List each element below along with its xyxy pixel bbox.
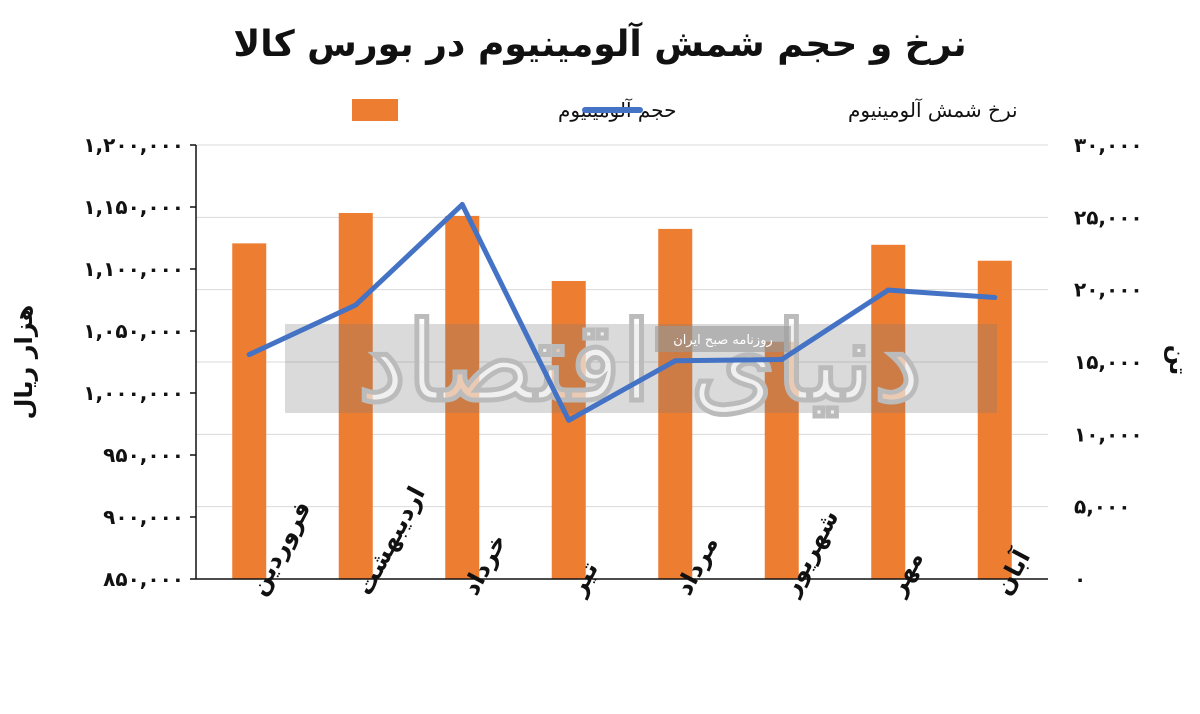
left-tick-label: ۸۵۰,۰۰۰ xyxy=(103,567,184,591)
left-tick-label: ۱,۰۵۰,۰۰۰ xyxy=(83,319,184,343)
price-point-3 xyxy=(459,202,465,208)
left-tick-label: ۹۵۰,۰۰۰ xyxy=(103,443,184,467)
right-tick-label: ۲۰,۰۰۰ xyxy=(1074,278,1143,302)
left-tick-label: ۹۰۰,۰۰۰ xyxy=(103,505,184,529)
bar-1 xyxy=(232,243,267,579)
right-tick-label: ۳۰,۰۰۰ xyxy=(1074,133,1143,157)
left-tick-label: ۱,۱۰۰,۰۰۰ xyxy=(83,257,184,281)
left-tick-label: ۱,۰۰۰,۰۰۰ xyxy=(83,381,184,405)
right-axis: ۰ ۵,۰۰۰ ۱۰,۰۰۰ ۱۵,۰۰۰ ۲۰,۰۰۰ ۲۵,۰۰۰ ۳۰,۰۰۰ xyxy=(1074,133,1143,591)
watermark-caption-box xyxy=(655,326,791,352)
left-tick-label: ۱,۲۰۰,۰۰۰ xyxy=(83,133,184,157)
bar-6 xyxy=(764,341,799,579)
left-tick-label: ۱,۱۵۰,۰۰۰ xyxy=(83,195,184,219)
price-point-8 xyxy=(992,295,998,301)
watermark-band xyxy=(285,324,997,413)
bar-8 xyxy=(977,260,1012,579)
watermark: دنیای اقتصاد روزنامه صبح ایران xyxy=(285,296,997,427)
price-point-5 xyxy=(672,358,678,364)
price-point-1 xyxy=(246,352,252,358)
bar-4 xyxy=(551,280,586,579)
price-point-2 xyxy=(353,302,359,308)
price-line xyxy=(246,202,998,423)
bar-5 xyxy=(658,228,693,579)
left-axis: ۸۵۰,۰۰۰ ۹۰۰,۰۰۰ ۹۵۰,۰۰۰ ۱,۰۰۰,۰۰۰ ۱,۰۵۰,۰۰۰ ۱… xyxy=(83,133,197,591)
right-tick-label: ۱۰,۰۰۰ xyxy=(1074,422,1143,446)
price-point-7 xyxy=(885,287,891,293)
right-axis-title: تن xyxy=(1164,345,1192,376)
bar-7 xyxy=(871,244,906,579)
watermark-caption: روزنامه صبح ایران xyxy=(673,333,773,348)
bar-3 xyxy=(445,215,480,580)
chart-title: نرخ و حجم شمش آلومینیوم در بورس کالا xyxy=(233,21,966,65)
watermark-logo: دنیای اقتصاد xyxy=(358,297,923,426)
volume-bars xyxy=(232,212,1012,580)
right-tick-label: ۵,۰۰۰ xyxy=(1074,495,1130,519)
category-axis: فروردین اردیبهشت خرداد تیر مرداد شهریور مهر آبا… xyxy=(196,482,1048,601)
price-series-line xyxy=(246,202,998,423)
right-tick-label: ۰ xyxy=(1074,567,1086,591)
legend: حجم آلومینیوم نرخ شمش آلومینیوم xyxy=(352,97,1018,122)
price-point-4 xyxy=(566,417,572,423)
legend-swatch-volume xyxy=(352,99,398,121)
legend-label-price: نرخ شمش آلومینیوم xyxy=(848,97,1018,122)
price-point-6 xyxy=(779,357,785,363)
right-tick-label: ۲۵,۰۰۰ xyxy=(1074,205,1143,229)
bar-2 xyxy=(338,212,373,579)
gridlines xyxy=(196,144,1048,508)
left-axis-title: هزار ریال xyxy=(10,305,38,420)
right-tick-label: ۱۵,۰۰۰ xyxy=(1074,350,1143,374)
